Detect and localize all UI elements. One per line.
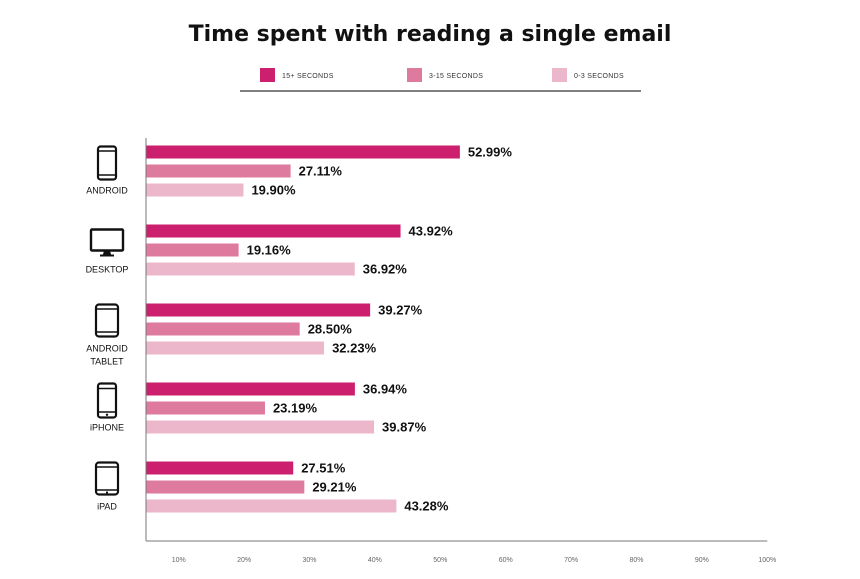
value-label-android-tablet-15-seconds: 39.27% — [378, 303, 423, 318]
iphone-icon — [96, 382, 118, 419]
bar-ipad-0-3-seconds — [146, 499, 397, 513]
value-label-android-15-seconds: 52.99% — [468, 145, 513, 160]
bar-desktop-15-seconds — [146, 224, 401, 238]
bar-iphone-3-15-seconds — [146, 401, 265, 415]
value-label-ipad-15-seconds: 27.51% — [301, 461, 346, 476]
category-label-ipad: iPAD — [97, 502, 117, 512]
legend-swatch-3-15-seconds — [407, 68, 422, 82]
monitor-icon — [89, 228, 125, 257]
legend-label-15-seconds: 15+ SECONDS — [282, 73, 334, 80]
value-label-iphone-15-seconds: 36.94% — [363, 382, 408, 397]
x-tick-label: 80% — [629, 557, 643, 564]
x-axis: 10% 20% 30% 40% 50% 60% 70% 80% 90% 100% — [145, 138, 776, 564]
bar-android-tablet-0-3-seconds — [146, 341, 325, 355]
x-tick-label: 100% — [758, 557, 776, 564]
x-tick-label: 10% — [172, 557, 186, 564]
category-label-desktop: DESKTOP — [86, 265, 129, 275]
tablet-icon — [94, 303, 120, 338]
value-label-iphone-3-15-seconds: 23.19% — [273, 401, 318, 416]
value-label-ipad-0-3-seconds: 43.28% — [404, 499, 449, 514]
category-labels: ANDROID DESKTOP ANDROID TABLET iPHONE iPAD — [86, 145, 129, 512]
category-label-iphone: iPHONE — [90, 423, 124, 433]
bar-ipad-3-15-seconds — [146, 480, 305, 494]
bar-iphone-0-3-seconds — [146, 420, 375, 434]
bars: 52.99% 27.11%19.90% 43.92% 19.16% 36.92% 39.2… — [146, 145, 512, 514]
legend-swatch-15-seconds — [260, 68, 275, 82]
bar-iphone-15-seconds — [146, 382, 355, 396]
legend-label-3-15-seconds: 3-15 SECONDS — [429, 73, 483, 80]
x-tick-label: 60% — [499, 557, 513, 564]
value-label-android-0-3-seconds: 19.90% — [251, 183, 296, 198]
value-label-android-tablet-3-15-seconds: 28.50% — [308, 322, 353, 337]
bar-android-0-3-seconds — [146, 183, 244, 197]
x-tick-label: 30% — [302, 557, 316, 564]
x-tick-label: 40% — [368, 557, 382, 564]
category-label-android-tablet: ANDROID TABLET — [86, 344, 128, 367]
value-label-desktop-15-seconds: 43.92% — [409, 224, 454, 239]
bar-android-15-seconds — [146, 145, 460, 159]
value-label-desktop-0-3-seconds: 36.92% — [363, 262, 408, 277]
x-tick-label: 50% — [433, 557, 447, 564]
chart-title: Time spent with reading a single email — [189, 22, 672, 47]
bar-android-3-15-seconds — [146, 164, 291, 178]
legend-label-0-3-seconds: 0-3 SECONDS — [574, 73, 624, 80]
value-label-desktop-3-15-seconds: 19.16% — [247, 243, 292, 258]
legend-swatch-0-3-seconds — [552, 68, 567, 82]
value-label-ipad-3-15-seconds: 29.21% — [312, 480, 357, 495]
legend: 15+ SECONDS 3-15 SECONDS 0-3 SECONDS — [260, 68, 624, 82]
x-tick-label: 90% — [695, 557, 709, 564]
phone-icon — [96, 145, 118, 181]
value-label-iphone-0-3-seconds: 39.87% — [382, 420, 427, 435]
value-label-android-tablet-0-3-seconds: 32.23% — [332, 341, 377, 356]
bar-android-tablet-15-seconds — [146, 303, 371, 317]
bar-ipad-15-seconds — [146, 461, 294, 475]
ipad-icon — [94, 461, 120, 496]
value-label-android-3-15-seconds: 27.11% — [299, 164, 343, 179]
bar-desktop-0-3-seconds — [146, 262, 355, 276]
x-tick-label: 70% — [564, 557, 578, 564]
category-label-android: ANDROID — [86, 186, 128, 196]
bar-android-tablet-3-15-seconds — [146, 322, 300, 336]
bar-desktop-3-15-seconds — [146, 243, 239, 257]
x-tick-label: 20% — [237, 557, 251, 564]
